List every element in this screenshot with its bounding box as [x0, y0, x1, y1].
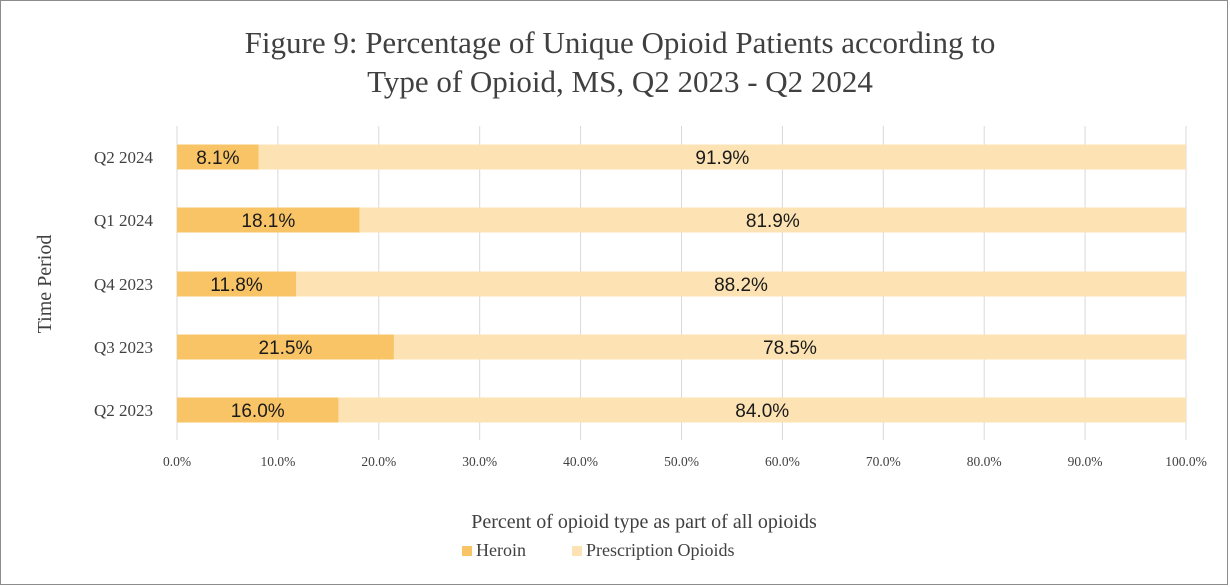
x-tick-label: 40.0% [563, 454, 598, 469]
data-labels: 8.1% 91.9% 18.1% 81.9% 11.8% 88.2% 21.5% 78.5% 1… [196, 148, 817, 422]
x-axis-title: Percent of opioid type as part of all op… [471, 511, 817, 533]
x-tick-label: 30.0% [462, 454, 497, 469]
legend: Heroin Prescription Opioids [462, 540, 735, 560]
data-label: 81.9% [746, 211, 800, 232]
legend-swatch [462, 546, 472, 556]
bar-heroin [177, 271, 297, 297]
data-label: 8.1% [196, 148, 239, 169]
x-tick-label: 100.0% [1165, 454, 1207, 469]
bar-prescription-opioids [338, 397, 1186, 423]
bars [177, 144, 1186, 423]
bar-prescription-opioids [393, 334, 1186, 360]
bar-heroin [177, 334, 394, 360]
data-label: 18.1% [241, 211, 295, 232]
bar-prescription-opioids [296, 271, 1186, 297]
data-label: 91.9% [695, 148, 749, 169]
y-category-label: Q2 2024 [94, 148, 154, 167]
x-tick-label: 60.0% [765, 454, 800, 469]
legend-label: Heroin [476, 540, 526, 560]
data-label: 16.0% [231, 401, 285, 422]
legend-item-prescription-opioids: Prescription Opioids [572, 540, 735, 560]
data-label: 11.8% [210, 275, 263, 296]
chart-title-line-2: Type of Opioid, MS, Q2 2023 - Q2 2024 [367, 64, 873, 99]
y-category-label: Q1 2024 [94, 211, 154, 230]
data-label: 84.0% [735, 401, 789, 422]
bar-heroin [177, 144, 259, 170]
chart-title: Figure 9: Percentage of Unique Opioid Pa… [245, 25, 996, 99]
x-tick-label: 90.0% [1068, 454, 1103, 469]
legend-label: Prescription Opioids [586, 540, 735, 560]
bar-heroin [177, 397, 339, 423]
y-category-label: Q2 2023 [94, 401, 153, 420]
chart-title-line-1: Figure 9: Percentage of Unique Opioid Pa… [245, 25, 996, 60]
x-tick-label: 20.0% [361, 454, 396, 469]
x-tick-label: 10.0% [260, 454, 295, 469]
x-tick-label: 80.0% [967, 454, 1002, 469]
y-category-label: Q3 2023 [94, 338, 153, 357]
x-tick-label: 70.0% [866, 454, 901, 469]
data-label: 88.2% [714, 275, 768, 296]
data-label: 21.5% [259, 338, 313, 359]
x-tick-label: 50.0% [664, 454, 699, 469]
bar-prescription-opioids [359, 207, 1186, 233]
y-category-label: Q4 2023 [94, 275, 153, 294]
x-tick-label: 0.0% [163, 454, 191, 469]
y-axis-labels: Q2 2024 Q1 2024 Q4 2023 Q3 2023 Q2 2023 [94, 148, 154, 420]
legend-item-heroin: Heroin [462, 540, 526, 560]
bar-prescription-opioids [258, 144, 1186, 170]
legend-swatch [572, 546, 582, 556]
bar-heroin [177, 207, 360, 233]
data-label: 78.5% [763, 338, 817, 359]
x-axis-labels: 0.0% 10.0% 20.0% 30.0% 40.0% 50.0% 60.0% 70.0% 8… [163, 454, 1207, 469]
y-axis-title: Time Period [34, 235, 56, 334]
